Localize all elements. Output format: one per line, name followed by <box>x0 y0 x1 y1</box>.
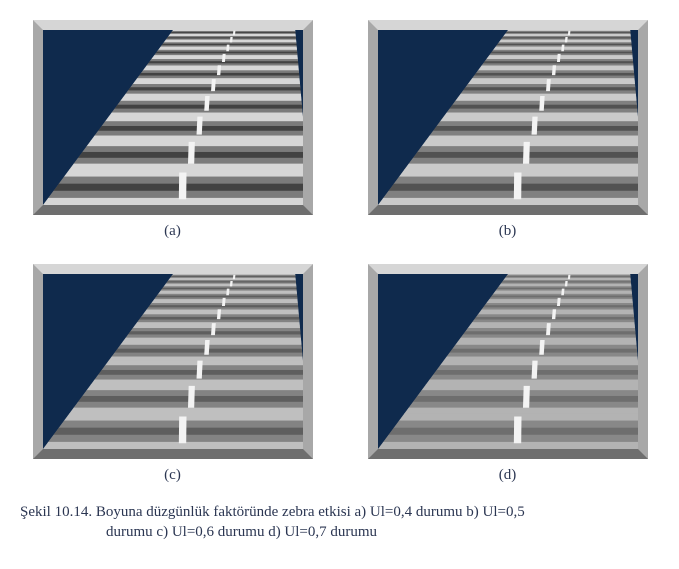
panel-viewport <box>43 30 303 205</box>
lane-dash <box>178 417 186 444</box>
panel-d: (d) <box>355 264 660 490</box>
road-panel-svg-d <box>378 274 638 449</box>
panel-viewport <box>378 274 638 449</box>
lane-dash <box>204 96 209 111</box>
panel-label-d: (d) <box>499 467 517 484</box>
panel-label-a: (a) <box>164 223 181 240</box>
panel-c: (c) <box>20 264 325 490</box>
panel-a: (a) <box>20 20 325 246</box>
lane-dash <box>539 340 544 355</box>
figure-grid: (a) (b) (c) (d) <box>20 20 660 490</box>
lane-dash <box>196 361 202 379</box>
lane-dash <box>513 417 521 444</box>
caption-line-1: Şekil 10.14. Boyuna düzgünlük faktöründe… <box>20 504 525 520</box>
lane-dash <box>178 173 186 200</box>
lane-dash <box>522 386 529 408</box>
lane-dash <box>187 142 194 164</box>
panel-viewport <box>43 274 303 449</box>
road-panel-svg-b <box>378 30 638 205</box>
lane-dash <box>522 142 529 164</box>
panel-frame-b <box>368 20 648 215</box>
lane-dash <box>531 117 537 135</box>
panel-label-c: (c) <box>164 467 181 484</box>
lane-dash <box>539 96 544 111</box>
figure-caption: Şekil 10.14. Boyuna düzgünlük faktöründe… <box>20 502 660 543</box>
lane-dash <box>196 117 202 135</box>
panel-frame-c <box>33 264 313 459</box>
lane-dash <box>531 361 537 379</box>
lane-dash <box>513 173 521 200</box>
lane-dash <box>187 386 194 408</box>
road-panel-svg-c <box>43 274 303 449</box>
road-panel-svg-a <box>43 30 303 205</box>
panel-label-b: (b) <box>499 223 517 240</box>
panel-frame-d <box>368 264 648 459</box>
panel-frame-a <box>33 20 313 215</box>
panel-b: (b) <box>355 20 660 246</box>
lane-dash <box>204 340 209 355</box>
caption-line-2: durumu c) Ul=0,6 durumu d) Ul=0,7 durumu <box>20 522 660 542</box>
panel-viewport <box>378 30 638 205</box>
